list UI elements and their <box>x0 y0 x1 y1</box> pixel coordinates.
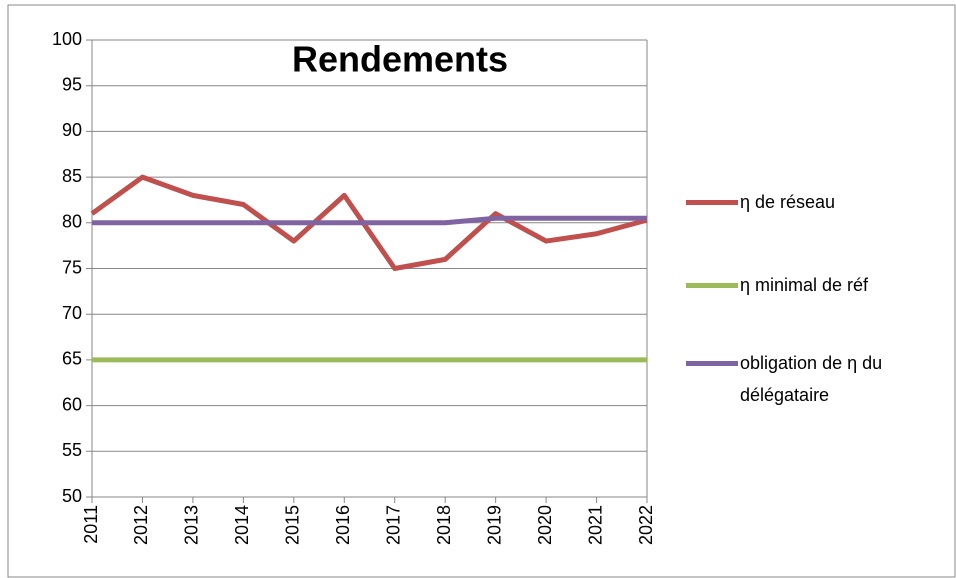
x-tick-label: 2013 <box>182 505 202 545</box>
series-line <box>92 215 647 226</box>
y-tick-label: 70 <box>62 303 82 323</box>
legend-item: η de réseau <box>686 186 936 218</box>
legend-swatch <box>686 200 738 205</box>
legend-item: obligation de η du délégataire <box>686 347 936 411</box>
series-line <box>90 174 648 271</box>
chart-border <box>7 4 956 578</box>
y-tick-label: 75 <box>62 257 82 277</box>
chart-title: Rendements <box>292 39 508 80</box>
x-tick-label: 2012 <box>131 505 151 545</box>
x-tick-label: 2022 <box>636 505 656 545</box>
x-tick-label: 2015 <box>283 505 303 545</box>
legend-label: η de réseau <box>740 192 836 212</box>
x-tick-label: 2011 <box>81 505 101 544</box>
legend-item: η minimal de réf <box>686 269 936 301</box>
x-tick-label: 2016 <box>333 505 353 545</box>
y-tick-label: 100 <box>52 29 82 49</box>
x-tick-label: 2014 <box>232 505 252 545</box>
y-tick-label: 65 <box>62 349 82 369</box>
legend-swatch <box>686 361 738 366</box>
x-tick-label: 2018 <box>434 505 454 545</box>
legend-swatch <box>686 283 738 288</box>
x-tick-label: 2017 <box>383 505 403 545</box>
y-tick-label: 50 <box>62 486 82 506</box>
y-tick-label: 55 <box>62 440 82 460</box>
x-tick-label: 2020 <box>535 505 555 545</box>
y-tick-label: 95 <box>62 74 82 94</box>
y-tick-label: 85 <box>62 166 82 186</box>
x-tick-label: 2021 <box>585 505 605 545</box>
y-tick-label: 90 <box>62 120 82 140</box>
legend-label: η minimal de réf <box>740 275 869 295</box>
legend-label: obligation de η du délégataire <box>740 353 883 405</box>
y-tick-label: 60 <box>62 394 82 414</box>
y-tick-label: 80 <box>62 212 82 232</box>
x-tick-label: 2019 <box>484 505 504 545</box>
